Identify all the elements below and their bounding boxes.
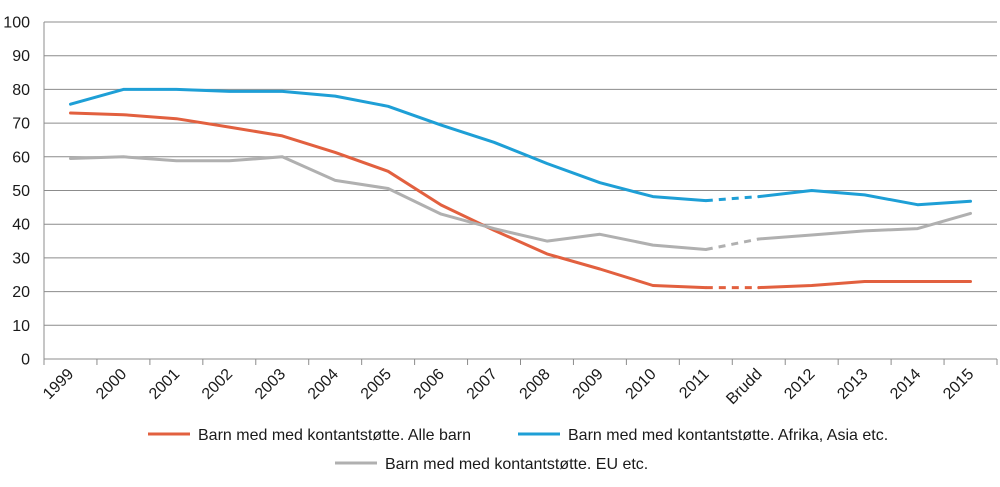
y-tick-label: 70 [12, 116, 30, 133]
x-tick-label: 2002 [199, 366, 236, 403]
series-lines [69, 87, 972, 290]
y-tick-label: 0 [21, 352, 30, 369]
series-line-2-dashed [705, 195, 759, 203]
x-tick-label: 2008 [517, 366, 554, 403]
x-tick-label: 2009 [570, 366, 607, 403]
x-tick-label: 2010 [623, 366, 660, 403]
gridlines [44, 21, 997, 326]
legend-label-1: Barn med med kontantstøtte. Alle barn [198, 427, 471, 444]
legend-label-3: Barn med med kontantstøtte. EU etc. [385, 456, 648, 473]
x-tick-label: 2001 [146, 366, 183, 403]
x-tick-label: 1999 [40, 366, 77, 403]
series-line-3-part-2 [757, 211, 972, 241]
y-axis: 0 10 20 30 40 50 60 70 80 90 100 [3, 15, 45, 369]
series-line-2-part-2 [757, 189, 972, 207]
x-tick-label: 2006 [411, 366, 448, 403]
x-tick-label: 2004 [305, 366, 342, 403]
x-tick-label: Brudd [723, 366, 765, 408]
y-tick-label: 90 [12, 48, 30, 65]
y-tick-label: 50 [12, 183, 30, 200]
y-tick-label: 100 [3, 15, 30, 32]
series-line-1-part-1 [69, 111, 708, 290]
x-tick-label: 2013 [834, 366, 871, 403]
x-axis: 1999 2000 2001 2002 2003 2004 2005 2006 2007 2008… [40, 358, 998, 408]
y-tick-label: 20 [12, 284, 30, 301]
y-tick-label: 10 [12, 318, 30, 335]
x-tick-label: 2003 [252, 366, 289, 403]
y-tick-label: 60 [12, 149, 30, 166]
legend: Barn med med kontantstøtte. Alle barn Bar… [148, 427, 888, 473]
x-tick-label: 2015 [940, 366, 977, 403]
legend-label-2: Barn med med kontantstøtte. Afrika, Asia… [568, 427, 888, 444]
x-tick-label: 2012 [781, 366, 818, 403]
series-line-2-part-1 [69, 87, 708, 203]
x-tick-label: 2005 [358, 366, 395, 403]
y-tick-label: 30 [12, 250, 30, 267]
series-line-3-dashed [705, 237, 760, 251]
x-tick-label: 2014 [887, 366, 924, 403]
y-tick-label: 80 [12, 82, 30, 99]
x-tick-label: 2007 [464, 366, 501, 403]
series-line-1-part-2 [757, 280, 972, 290]
series-line-3-part-1 [69, 155, 708, 251]
x-tick-label: 2000 [93, 366, 130, 403]
x-tick-label: 2011 [676, 366, 712, 402]
y-tick-label: 40 [12, 217, 30, 234]
